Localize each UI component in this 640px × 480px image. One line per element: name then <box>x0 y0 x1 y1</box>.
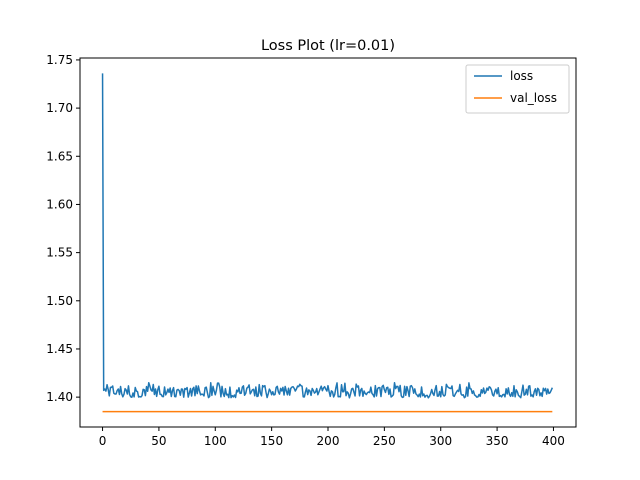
y-tick-label: 1.60 <box>46 197 73 211</box>
x-tick-label: 50 <box>151 434 166 448</box>
x-tick-label: 400 <box>542 434 565 448</box>
legend-box <box>465 64 570 114</box>
x-tick-label: 350 <box>486 434 509 448</box>
y-tick-label: 1.65 <box>46 149 73 163</box>
plot-area <box>101 73 554 413</box>
y-axis: 1.40 1.45 1.50 1.55 1.60 1.65 1.70 1.75 <box>46 53 80 404</box>
x-tick-label: 300 <box>429 434 452 448</box>
y-tick-label: 1.70 <box>46 101 73 115</box>
x-tick-label: 250 <box>373 434 396 448</box>
chart-title: Loss Plot (lr=0.01) <box>261 38 395 54</box>
legend: loss val_loss <box>465 64 570 114</box>
legend-label-val-loss: val_loss <box>510 91 557 105</box>
series-line-loss <box>101 73 554 399</box>
x-tick-label: 200 <box>317 434 340 448</box>
x-axis: 0 50 100 150 200 250 300 350 400 <box>99 427 565 448</box>
y-tick-label: 1.40 <box>46 390 73 404</box>
y-tick-label: 1.55 <box>46 246 73 260</box>
x-tick-label: 100 <box>204 434 227 448</box>
y-tick-label: 1.45 <box>46 342 73 356</box>
legend-label-loss: loss <box>510 69 533 83</box>
x-tick-label: 0 <box>99 434 107 448</box>
x-tick-label: 150 <box>260 434 283 448</box>
y-tick-label: 1.75 <box>46 53 73 67</box>
y-tick-label: 1.50 <box>46 294 73 308</box>
